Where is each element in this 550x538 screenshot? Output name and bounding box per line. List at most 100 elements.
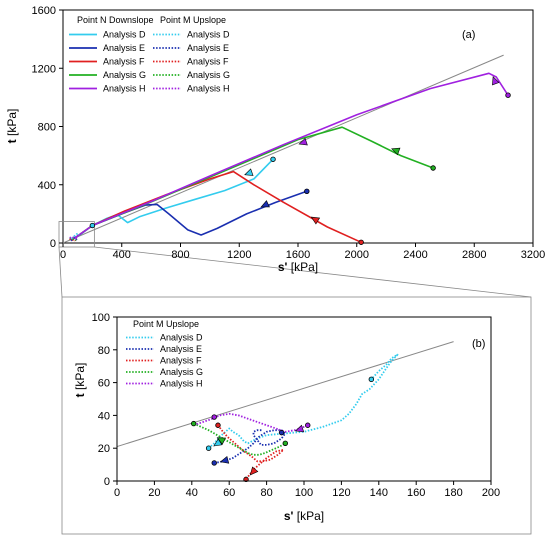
direction-arrow-b-3 [216, 437, 227, 445]
legend-entry-b-0-3: Analysis G [160, 367, 203, 377]
legend-entry-a-0-4: Analysis H [103, 84, 146, 94]
x-tick-label-a-2: 800 [171, 249, 189, 261]
end-marker-a-3 [430, 165, 436, 171]
end-marker-b-9 [211, 414, 217, 420]
series-b [193, 353, 399, 480]
x-tick-label-b-0: 0 [114, 487, 120, 499]
end-marker-b-3 [278, 429, 285, 436]
direction-arrow-b-1 [219, 455, 230, 464]
legend-entry-b-0-2: Analysis F [160, 356, 202, 366]
y-tick-label-b-2: 40 [98, 410, 110, 422]
plot-frame-b [116, 316, 492, 482]
y-tick-label-b-1: 20 [98, 443, 110, 455]
direction-arrow-a-2 [310, 216, 321, 225]
legend-entry-a-0-3: Analysis G [103, 70, 146, 80]
end-marker-a-4 [505, 92, 511, 98]
x-tick-label-a-4: 1600 [286, 249, 310, 261]
chart-panel-b: 0 20 40 60 80 100 120 140 160 180 200020406080100 … [61, 296, 532, 535]
legend-entry-a-1-4: Analysis H [187, 84, 230, 94]
series-line-b-0 [208, 353, 399, 449]
x-tick-label-b-10: 200 [482, 487, 500, 499]
direction-arrow-a-3 [391, 147, 401, 156]
y-tick-label-a-0: 0 [50, 238, 56, 250]
y-tick-label-a-1: 400 [38, 180, 56, 192]
direction-arrow-a-1 [260, 200, 270, 208]
legend-entry-a-0-0: Analysis D [103, 30, 146, 40]
legend-entry-a-1-3: Analysis G [187, 70, 230, 80]
end-marker-b-5 [215, 422, 221, 428]
series-line-b-1 [214, 429, 287, 464]
series-line-b-2 [217, 424, 285, 480]
legend-a: Point N Downslope Point M Upslope Analys… [69, 15, 230, 94]
arrows-b [213, 424, 305, 476]
series-line-a-4 [71, 72, 509, 241]
legend-entry-a-0-1: Analysis E [103, 43, 145, 53]
y-tick-label-b-0: 0 [104, 476, 110, 488]
x-tick-label-b-7: 140 [370, 487, 388, 499]
legend-entry-a-1-2: Analysis F [187, 57, 229, 67]
x-tick-label-b-9: 180 [444, 487, 462, 499]
x-tick-label-a-3: 1200 [227, 249, 251, 261]
direction-arrow-a-0 [244, 168, 254, 176]
end-marker-b-8 [305, 422, 311, 428]
series-line-a-0 [70, 158, 274, 241]
x-tick-label-b-8: 160 [407, 487, 425, 499]
legend-header-downslope: Point N Downslope [77, 15, 154, 25]
direction-arrow-a-5 [298, 137, 308, 146]
zoom-box [58, 221, 95, 248]
end-marker-b-6 [190, 420, 197, 427]
zoom-connector-left [58, 246, 63, 298]
chart-panel-a: 0 400 800 1200 1600 2000 2400 2800 3200 0 400 800 12… [5, 5, 545, 274]
legend-entry-b-0-4: Analysis H [160, 379, 203, 389]
x-axis-label-b: s' [kPa] [284, 509, 324, 523]
y-tick-label-a-4: 1600 [32, 5, 56, 17]
y-tick-label-b-5: 100 [92, 312, 110, 324]
x-tick-label-a-8: 3200 [521, 249, 545, 261]
end-marker-b-1 [205, 445, 212, 451]
legend-header-upslope: Point M Upslope [160, 15, 226, 25]
y-axis-label-a: t [kPa] [5, 109, 19, 144]
legend-entry-a-1-1: Analysis E [187, 43, 229, 53]
direction-arrow-b-0 [213, 438, 223, 447]
end-marker-b-0 [368, 376, 375, 383]
zoom-connector-right [94, 246, 532, 298]
x-axis-label-a: s' [kPa] [278, 260, 318, 274]
x-tick-label-a-6: 2400 [403, 249, 427, 261]
legend-header-upslope: Point M Upslope [133, 319, 199, 329]
zoom-connectors [58, 246, 532, 298]
legend-entry-a-0-2: Analysis F [103, 57, 145, 67]
reference-line-a [62, 54, 504, 244]
x-tick-label-b-2: 40 [186, 487, 198, 499]
x-tick-label-a-5: 2000 [345, 249, 369, 261]
x-tick-label-b-5: 100 [295, 487, 313, 499]
legend-entry-b-0-1: Analysis E [160, 344, 202, 354]
end-marker-a-5 [89, 222, 96, 229]
x-tick-label-a-7: 2800 [462, 249, 486, 261]
x-tick-label-b-3: 60 [223, 487, 235, 499]
x-tick-label-a-1: 400 [113, 249, 131, 261]
ticks-a: 0 400 800 1200 1600 2000 2400 2800 3200 0 400 800 12… [32, 5, 546, 261]
markers-b [190, 376, 375, 483]
end-marker-b-7 [282, 440, 288, 446]
legend-entry-a-1-0: Analysis D [187, 30, 230, 40]
arrows-a [244, 75, 500, 225]
direction-arrow-b-2 [249, 466, 259, 476]
x-tick-label-a-0: 0 [60, 249, 66, 261]
series-line-a-2 [71, 170, 362, 244]
reference-line-b [116, 341, 454, 448]
series-line-b-3 [193, 422, 286, 456]
panel-label-a: (a) [462, 29, 475, 41]
x-tick-label-b-1: 20 [148, 487, 160, 499]
y-tick-label-a-2: 800 [38, 122, 56, 134]
y-tick-label-b-3: 60 [98, 378, 110, 390]
direction-arrow-b-4 [294, 424, 305, 433]
series-line-b-4 [193, 412, 309, 433]
direction-arrow-a-4 [492, 75, 500, 86]
end-marker-a-1 [304, 188, 310, 195]
y-tick-label-a-3: 1200 [32, 63, 56, 75]
x-tick-label-b-4: 80 [260, 487, 272, 499]
series-a [69, 72, 509, 244]
series-line-a-1 [71, 190, 308, 241]
legend-entry-b-0-0: Analysis D [160, 333, 203, 343]
